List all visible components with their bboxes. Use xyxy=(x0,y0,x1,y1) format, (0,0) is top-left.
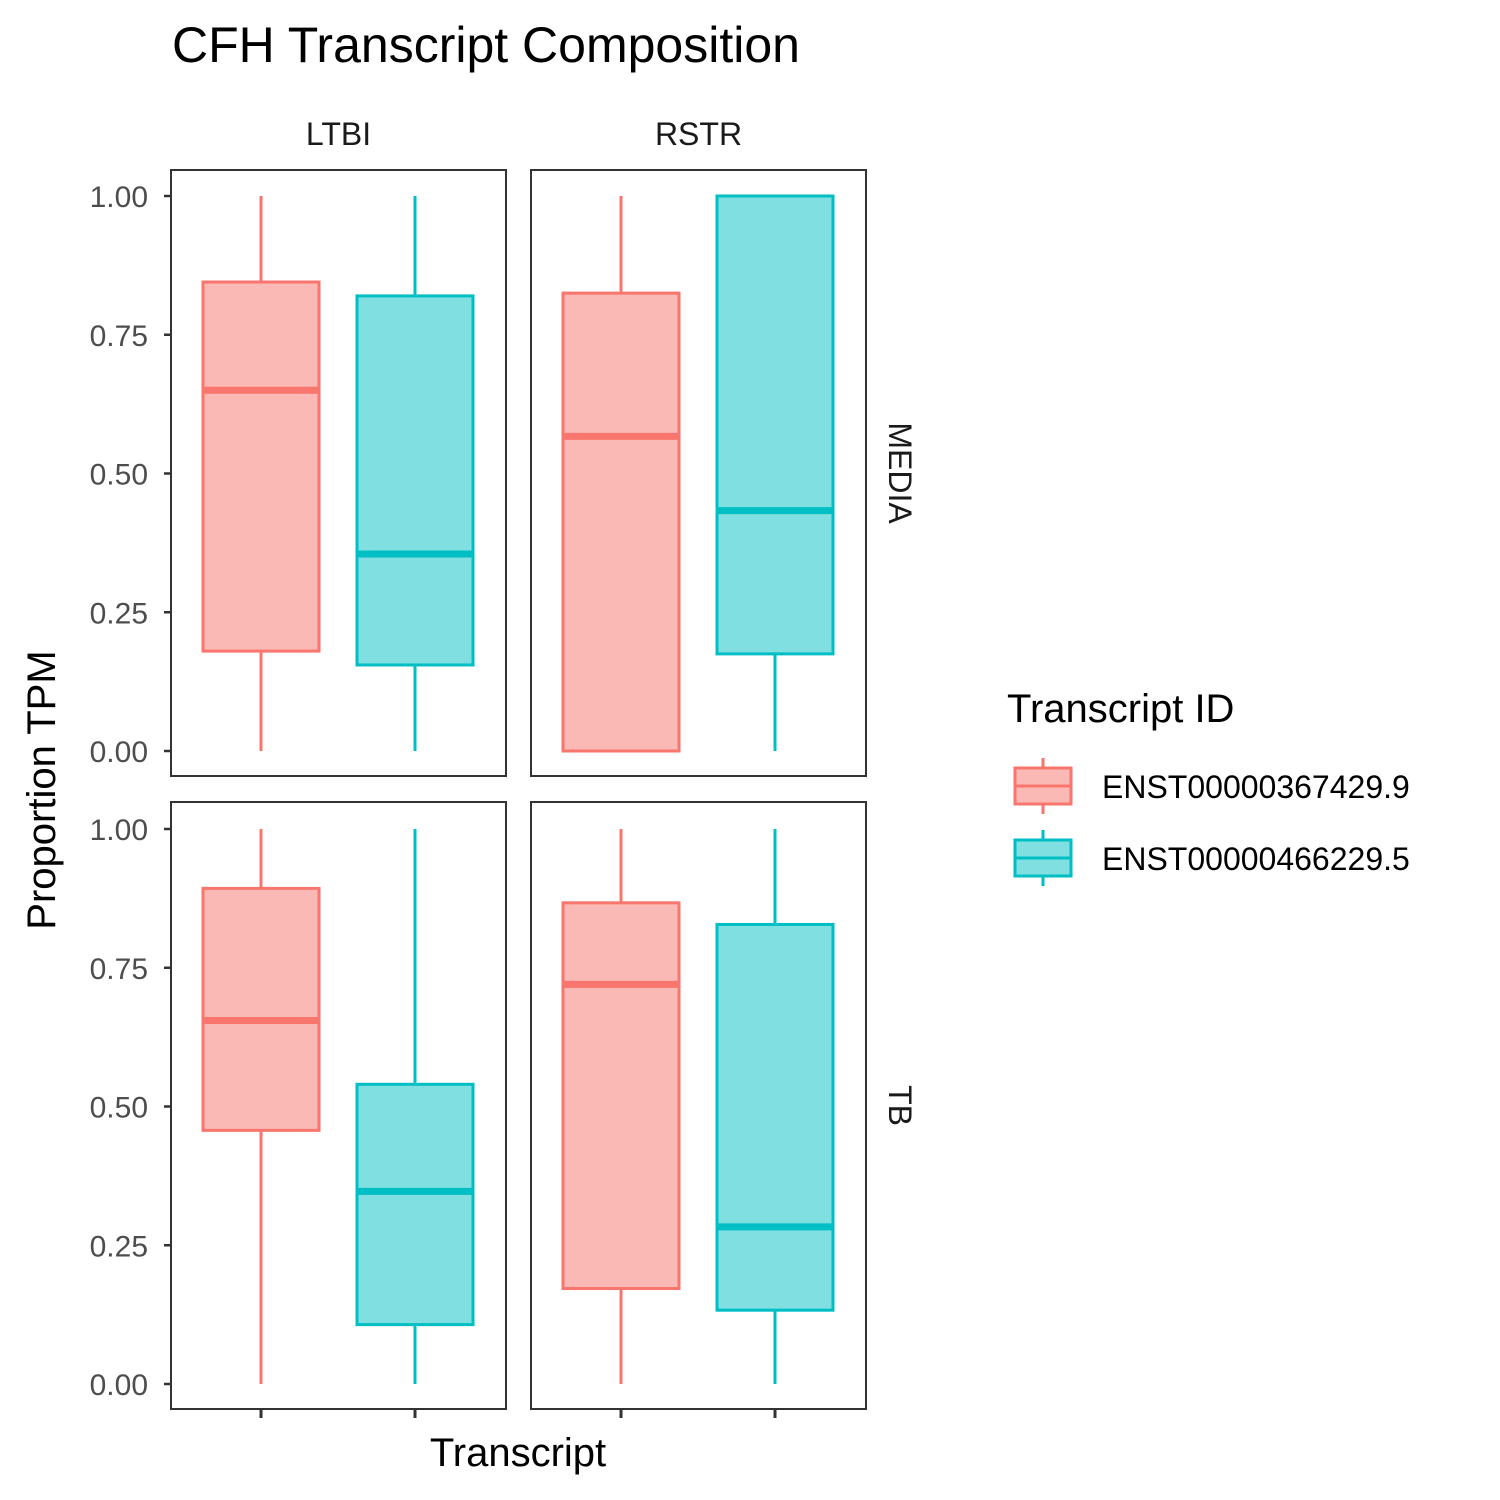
panel-ltbi-media xyxy=(170,169,507,777)
facet-strip-media: MEDIA xyxy=(882,422,918,524)
facet-strip-rstr: RSTR xyxy=(655,116,742,152)
box-iqr xyxy=(355,1082,475,1327)
box-iqr xyxy=(561,291,681,753)
facet-strip-tb: TB xyxy=(882,1085,918,1126)
x-axis-label: Transcript xyxy=(430,1431,606,1475)
box-ENST00000466229.5 xyxy=(355,829,475,1384)
y-tick-label: 0.75 xyxy=(90,320,148,353)
legend-entry-0: ENST00000367429.9 xyxy=(1013,758,1410,814)
legend-entry-1: ENST00000466229.5 xyxy=(1013,830,1410,886)
box-iqr xyxy=(715,194,835,656)
box-ENST00000466229.5 xyxy=(715,829,835,1384)
y-tick-label: 0.25 xyxy=(90,1230,148,1263)
box-ENST00000466229.5 xyxy=(355,196,475,751)
box-iqr xyxy=(201,886,321,1132)
box-ENST00000367429.9 xyxy=(561,196,681,753)
box-iqr xyxy=(355,294,475,667)
y-axis-label: Proportion TPM xyxy=(20,650,64,929)
box-ENST00000367429.9 xyxy=(201,829,321,1384)
legend-label: ENST00000466229.5 xyxy=(1102,841,1410,877)
box-ENST00000367429.9 xyxy=(201,196,321,751)
box-iqr xyxy=(201,280,321,653)
y-tick-label: 0.25 xyxy=(90,597,148,630)
y-tick-label: 0.00 xyxy=(90,736,148,769)
legend-title: Transcript ID xyxy=(1007,687,1234,731)
facet-panels: LTBI RSTR MEDIA TB 0.00 0.25 0.50 0.75 1.00 0.00 0… xyxy=(90,116,918,1418)
box-iqr xyxy=(561,901,681,1291)
panel-ltbi-tb xyxy=(170,801,507,1410)
panel-rstr-tb xyxy=(530,801,867,1410)
box-iqr xyxy=(715,922,835,1312)
y-tick-label: 0.75 xyxy=(90,953,148,986)
y-tick-label: 0.50 xyxy=(90,1092,148,1125)
panel-rstr-media xyxy=(530,169,867,777)
legend-label: ENST00000367429.9 xyxy=(1102,769,1410,805)
y-tick-label: 1.00 xyxy=(90,181,148,214)
box-ENST00000367429.9 xyxy=(561,829,681,1384)
chart-title: CFH Transcript Composition xyxy=(172,17,800,73)
y-tick-label: 0.50 xyxy=(90,459,148,492)
legend: Transcript ID ENST00000367429.9 ENST00000… xyxy=(1007,687,1410,886)
facet-strip-ltbi: LTBI xyxy=(306,116,371,152)
y-tick-label: 1.00 xyxy=(90,814,148,847)
y-tick-label: 0.00 xyxy=(90,1369,148,1402)
box-ENST00000466229.5 xyxy=(715,194,835,751)
